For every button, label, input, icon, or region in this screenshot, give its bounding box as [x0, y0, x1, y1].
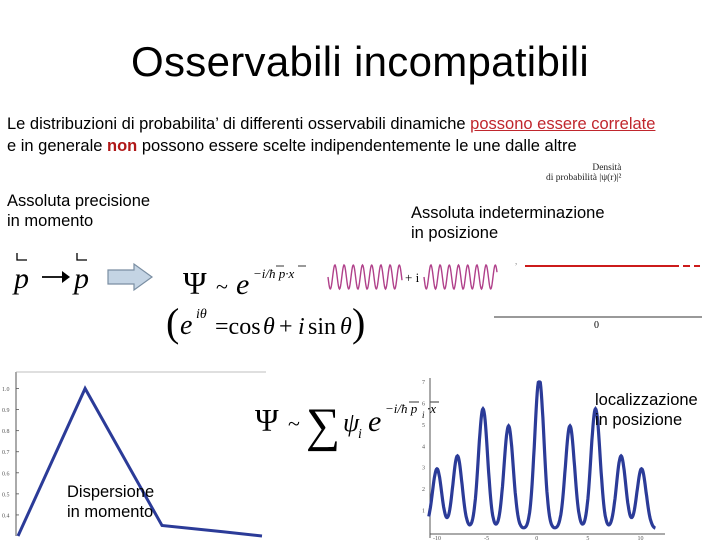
- svg-text:~: ~: [216, 274, 228, 299]
- svg-text:θ: θ: [263, 314, 275, 340]
- svg-text:i: i: [358, 427, 362, 442]
- dispersion-chart: 1.0 0.9 0.8 0.7 0.6 0.5 0.4: [2, 371, 266, 538]
- momentum-eigenstate-formula: p p: [12, 253, 89, 295]
- localization-xtick-label: -10: [433, 536, 441, 540]
- svg-text:~: ~: [288, 411, 300, 436]
- intro-highlight-non: non: [107, 137, 138, 155]
- svg-text:iθ: iθ: [196, 307, 207, 322]
- localization-ytick-label: 1: [422, 509, 425, 515]
- dispersion-ytick-label: 1.0: [2, 387, 10, 393]
- intro-part1: Le distribuzioni di probabilita’ di diff…: [7, 115, 471, 133]
- label-dispersion: Dispersione in momento: [67, 483, 155, 521]
- dispersion-ytick-label: 0.7: [2, 450, 10, 456]
- dispersion-ytick-label: 0.6: [2, 471, 10, 477]
- localization-xtick-label: 10: [638, 536, 644, 540]
- localization-ytick-label: 2: [422, 487, 425, 493]
- label-absolute-precision: Assoluta precisione in momento: [7, 192, 151, 230]
- dispersion-ytick-label: 0.5: [2, 492, 10, 498]
- axis-zero-label: 0: [594, 320, 599, 331]
- localization-ytick-label: 7: [422, 380, 425, 386]
- svg-text:+: +: [279, 314, 293, 340]
- density-caption: Densità di probabilità |ψ(r)|²: [546, 163, 622, 183]
- localization-xtick-label: -5: [484, 536, 489, 540]
- svg-text:p: p: [12, 262, 29, 295]
- plane-wave-imaginary-part: [423, 263, 498, 291]
- svg-text:i: i: [422, 410, 425, 420]
- svg-text:·x: ·x: [427, 401, 436, 416]
- svg-text:): ): [352, 300, 365, 345]
- localization-ytick-label: 6: [422, 401, 425, 407]
- localization-chart: 7 6 5 4 3 2 1 -10 -5 0 5 10: [422, 378, 665, 540]
- dispersion-ytick-label: 0.8: [2, 429, 10, 435]
- plane-wave-formula: Ψ ~ e −i/ħ p·x: [183, 265, 306, 301]
- uniform-density-plot: 0 ,: [494, 256, 702, 331]
- localization-ytick-label: 3: [422, 466, 425, 472]
- plane-wave-separator: + i: [405, 270, 420, 285]
- svg-text:Ψ: Ψ: [255, 402, 279, 438]
- label-absolute-indeterminacy: Assoluta indeterminazione in posizione: [411, 204, 605, 242]
- svg-text:−i/ħ p·x: −i/ħ p·x: [253, 266, 294, 281]
- svg-text:e: e: [368, 405, 381, 438]
- intro-part3: possono essere scelte indipendentemente …: [137, 137, 577, 155]
- intro-text: Le distribuzioni di probabilita’ di diff…: [7, 113, 719, 157]
- intro-highlight-correlated: possono essere correlate: [470, 115, 656, 133]
- implication-arrow: [107, 262, 154, 292]
- svg-text:ψ: ψ: [343, 408, 360, 437]
- svg-text:e: e: [236, 268, 249, 301]
- dispersion-ytick-label: 0.4: [2, 513, 10, 519]
- localization-xtick-label: 0: [535, 536, 538, 540]
- svg-text:Ψ: Ψ: [183, 265, 207, 301]
- svg-text:=cos: =cos: [215, 314, 261, 340]
- superposition-formula: Ψ ~ ∑ ψ i e −i/ħ p i ·x: [255, 399, 439, 452]
- svg-text:,: ,: [515, 256, 517, 266]
- svg-text:p: p: [72, 262, 89, 295]
- label-localization: localizzazione in posizione: [595, 391, 698, 429]
- svg-text:θ: θ: [340, 314, 352, 340]
- localization-ytick-label: 4: [422, 444, 425, 450]
- localization-xtick-label: 5: [586, 536, 589, 540]
- dispersion-line: [16, 385, 263, 538]
- dispersion-ytick-label: 0.9: [2, 408, 10, 414]
- intro-part2: e in generale: [7, 137, 107, 155]
- svg-text:sin: sin: [308, 314, 336, 340]
- svg-text:∑: ∑: [306, 399, 340, 452]
- svg-text:−i/ħ p: −i/ħ p: [385, 401, 418, 416]
- localization-ytick-label: 5: [422, 423, 425, 429]
- plane-wave-real-part: [327, 263, 403, 291]
- svg-text:e: e: [180, 310, 192, 341]
- svg-text:i: i: [298, 314, 305, 340]
- slide-title: Osservabili incompatibili: [131, 38, 589, 85]
- euler-formula: ( e iθ =cos θ + i sin θ ): [166, 300, 365, 345]
- localization-wave: [427, 380, 656, 530]
- svg-text:(: (: [166, 300, 179, 345]
